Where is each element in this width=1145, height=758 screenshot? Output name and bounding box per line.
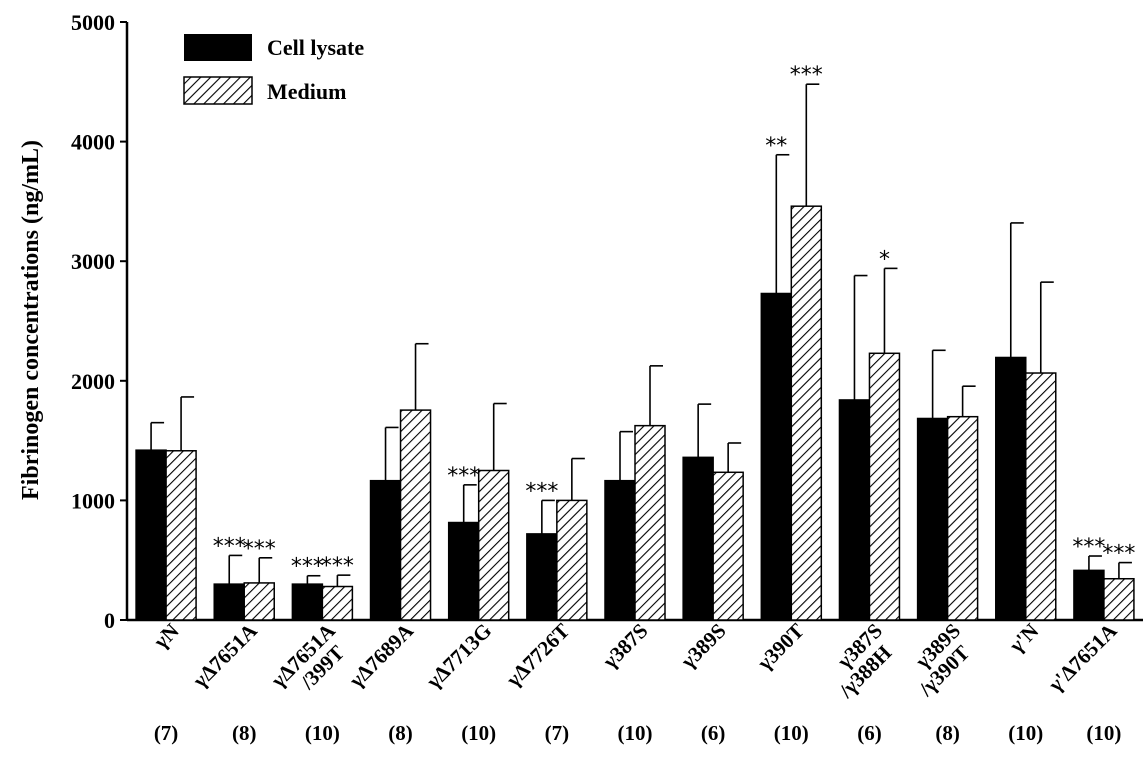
bar-cell-lysate (213, 583, 245, 621)
x-tick-label-line: γΔ7713G (421, 619, 496, 694)
x-tick-label-line: γΔ7726T (501, 619, 575, 693)
bar-medium (634, 424, 666, 621)
sample-size-label: (10) (1008, 721, 1043, 745)
legend-label-cell-lysate: Cell lysate (267, 35, 364, 60)
legend-label-medium: Medium (267, 79, 346, 104)
x-tick-label: γ390T (752, 619, 809, 676)
bar-cell-lysate (604, 479, 636, 621)
significance-label: *** (321, 554, 354, 579)
bar-cell-lysate (369, 479, 402, 621)
bar-medium (712, 471, 744, 621)
x-tick-label: γΔ7726T (501, 619, 575, 693)
bar-medium (321, 585, 354, 621)
x-tick-label-line: γN (148, 619, 183, 654)
bar-medium (868, 352, 901, 621)
x-tick-label: γ389S (676, 619, 731, 674)
bar-cell-lysate (995, 356, 1027, 621)
y-tick-label: 1000 (71, 488, 115, 513)
x-tick-label: γ387S/γ388H (818, 619, 902, 703)
sample-size-label: (7) (545, 721, 570, 745)
sample-size-label: (8) (935, 721, 960, 745)
bar-medium (790, 205, 823, 621)
sample-size-label: (6) (701, 721, 726, 745)
bar-cell-lysate (135, 449, 167, 621)
bar-medium (477, 469, 510, 621)
bar-cell-lysate (916, 417, 949, 621)
legend: Cell lysate Medium (183, 34, 364, 105)
bar-medium (946, 415, 979, 621)
sample-size-label: (8) (232, 721, 257, 745)
x-tick-label: γ389S/γ390T (898, 619, 981, 702)
significance-label: *** (213, 534, 246, 559)
bar-cell-lysate (838, 399, 871, 621)
x-tick-label: γΔ7713G (421, 619, 496, 694)
y-tick-label: 0 (104, 608, 115, 633)
sample-size-label: (8) (388, 721, 413, 745)
bar-medium (243, 582, 275, 621)
x-tick-label-line: γΔ7689A (344, 618, 419, 693)
y-tick-label: 4000 (71, 130, 115, 155)
y-tick-label: 2000 (71, 369, 115, 394)
y-axis-label: Fibrinogen concentrations (ng/mL) (18, 140, 44, 500)
bar-cell-lysate (682, 456, 714, 621)
y-tick-label: 5000 (71, 10, 115, 35)
significance-label: *** (243, 537, 276, 562)
x-tick-label: γΔ7651A/399T (266, 618, 357, 709)
bar-cell-lysate (1073, 569, 1105, 621)
x-tick-label: γΔ7689A (344, 618, 419, 693)
x-tick-label-line: γΔ7651A (187, 618, 262, 693)
legend-swatch-medium (183, 76, 253, 105)
x-tick-label: γN (148, 619, 183, 654)
significance-label: ** (765, 134, 787, 159)
x-tick-label-line: γ389S (676, 619, 731, 674)
bar-medium (1025, 372, 1057, 621)
bars: ****************************** (135, 63, 1135, 621)
bar-cell-lysate (760, 292, 793, 621)
bar-medium (556, 499, 588, 621)
significance-label: * (879, 247, 890, 272)
sample-size-label: (10) (305, 721, 340, 745)
x-tick-label-line: γ'Δ7651A (1043, 618, 1122, 697)
x-tick-label-line: γ390T (752, 619, 809, 676)
legend-swatch-cell-lysate (184, 34, 252, 61)
bar-cell-lysate (526, 533, 558, 621)
bar-medium (1103, 577, 1135, 621)
bar-medium (165, 450, 197, 621)
sample-size-label: (10) (774, 721, 809, 745)
x-tick-label-line: γ387S (597, 619, 652, 674)
x-tick-label-line: γ'N (1004, 619, 1043, 658)
x-tick-label: γ'N (1004, 619, 1043, 658)
y-tick-label: 3000 (71, 249, 115, 274)
significance-label: *** (291, 555, 324, 580)
sample-size-label: (10) (1086, 721, 1121, 745)
significance-label: *** (1102, 542, 1135, 567)
x-tick-label: γΔ7651A (187, 618, 262, 693)
bar-cell-lysate (447, 521, 480, 621)
sample-size-label: (7) (154, 721, 179, 745)
significance-label: *** (525, 479, 558, 504)
y-axis-ticks: 0 1000 2000 3000 4000 5000 (71, 10, 127, 633)
bar-medium (399, 409, 432, 621)
x-tick-label: γ'Δ7651A (1043, 618, 1122, 697)
x-axis-ticks: γN (7) γΔ7651A (8) γΔ7651A/399T (10) γΔ7689A (8… (148, 618, 1122, 745)
sample-size-label: (10) (618, 721, 653, 745)
significance-label: *** (790, 63, 823, 88)
x-tick-label: γ387S (597, 619, 652, 674)
bar-cell-lysate (291, 583, 324, 621)
significance-label: *** (447, 464, 480, 489)
sample-size-label: (10) (461, 721, 496, 745)
significance-label: *** (1072, 535, 1105, 560)
sample-size-label: (6) (857, 721, 882, 745)
